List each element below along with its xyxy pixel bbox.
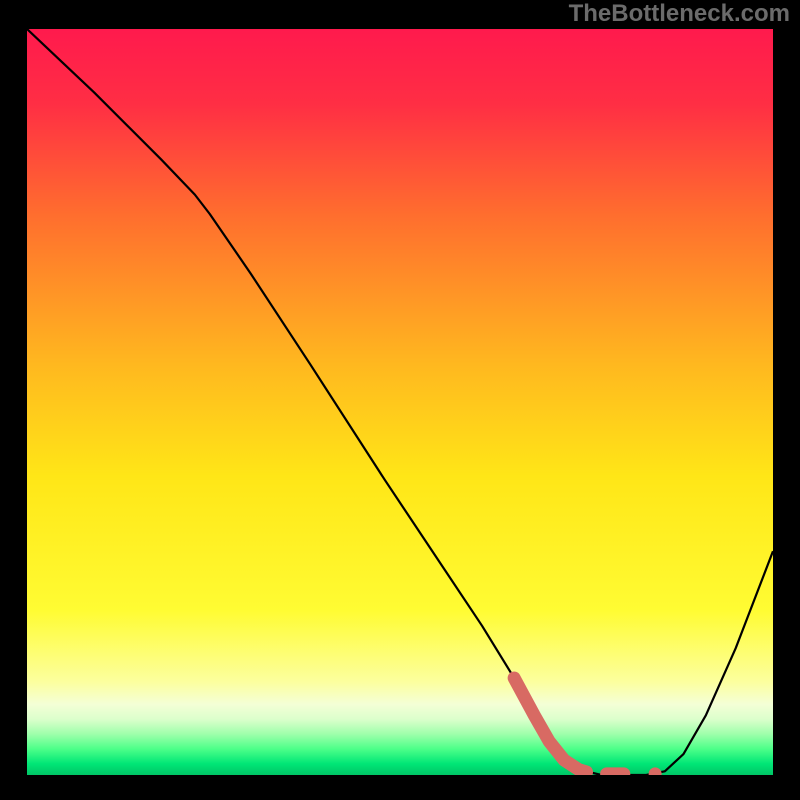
chart-svg (0, 0, 800, 800)
plot-background (27, 29, 773, 775)
watermark-text: TheBottleneck.com (569, 0, 790, 28)
